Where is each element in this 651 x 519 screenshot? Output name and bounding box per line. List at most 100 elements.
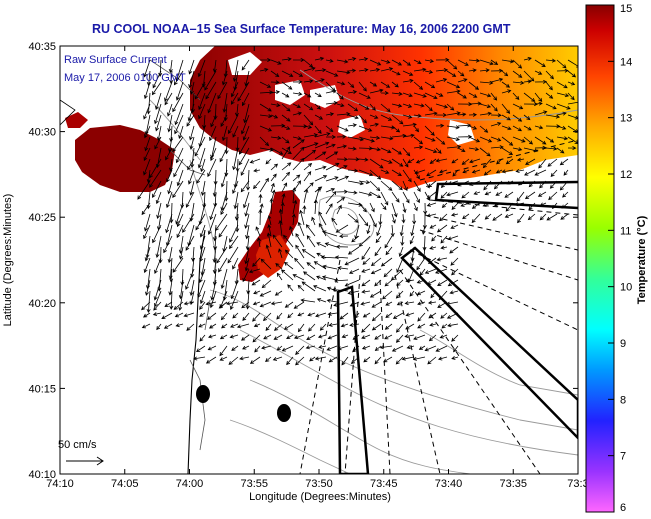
current-vector xyxy=(468,101,482,106)
current-vector xyxy=(358,169,374,177)
current-vector xyxy=(281,162,292,171)
current-vector xyxy=(337,266,349,271)
current-vector xyxy=(402,78,414,83)
current-vector xyxy=(316,242,327,248)
current-vector xyxy=(241,59,250,71)
current-vector xyxy=(457,78,468,83)
current-vector xyxy=(176,224,184,239)
current-vector xyxy=(287,312,294,319)
current-vector xyxy=(195,213,206,231)
current-vector xyxy=(482,158,492,169)
current-vector xyxy=(311,216,316,226)
current-vector xyxy=(239,136,250,155)
current-vector xyxy=(325,162,340,171)
current-vector xyxy=(349,322,360,327)
current-vector xyxy=(270,301,283,306)
current-vector xyxy=(479,59,494,66)
current-vector xyxy=(244,70,250,87)
current-vector xyxy=(331,217,338,226)
current-vector xyxy=(562,191,569,198)
current-vector xyxy=(318,344,327,349)
current-vector xyxy=(292,146,305,160)
current-vector xyxy=(468,92,478,98)
current-vector xyxy=(347,81,355,88)
current-vector xyxy=(402,133,415,138)
current-vector xyxy=(179,246,184,260)
current-vector xyxy=(501,147,513,155)
current-vector xyxy=(396,279,404,287)
current-vector xyxy=(187,158,195,171)
x-tick-label: 74:10 xyxy=(46,478,74,490)
current-vector xyxy=(325,125,334,133)
current-vector xyxy=(484,213,492,220)
current-vector xyxy=(325,176,339,182)
current-vector xyxy=(281,193,286,204)
current-vector xyxy=(301,249,316,259)
current-vector xyxy=(306,235,316,248)
current-vector xyxy=(252,334,261,343)
current-vector xyxy=(253,168,261,173)
current-vector xyxy=(347,57,357,62)
current-vector xyxy=(512,114,523,122)
current-vector xyxy=(295,233,305,248)
current-vector xyxy=(400,235,405,247)
current-vector xyxy=(560,213,569,220)
current-vector xyxy=(199,235,206,250)
current-vector xyxy=(424,125,435,136)
current-vector xyxy=(534,101,543,106)
current-vector xyxy=(490,68,504,73)
current-vector xyxy=(446,70,457,77)
current-vector xyxy=(384,334,393,340)
current-vector xyxy=(545,92,554,99)
current-vector xyxy=(380,147,392,154)
current-vector xyxy=(155,235,162,259)
current-vector xyxy=(314,356,327,361)
current-vector xyxy=(369,169,382,180)
current-vector xyxy=(232,59,239,83)
current-vector xyxy=(306,334,316,341)
current-vector xyxy=(385,246,393,256)
current-vector xyxy=(168,158,173,172)
current-vector xyxy=(495,191,503,196)
current-vector xyxy=(347,103,359,112)
current-vector xyxy=(281,57,292,62)
current-vector xyxy=(280,269,294,281)
current-vector xyxy=(349,301,360,307)
current-vector xyxy=(426,202,437,207)
current-vector xyxy=(440,245,448,250)
current-vector xyxy=(242,312,250,322)
current-vector xyxy=(545,58,557,63)
current-vector xyxy=(428,334,437,342)
current-vector xyxy=(263,312,272,322)
current-vector xyxy=(164,92,173,106)
current-vector xyxy=(173,158,184,178)
current-vector xyxy=(144,125,151,139)
current-vector xyxy=(479,136,493,143)
current-vector xyxy=(347,190,358,195)
current-vector xyxy=(424,136,436,142)
current-vector xyxy=(505,158,514,165)
current-vector xyxy=(457,59,469,66)
current-vector xyxy=(259,147,274,152)
current-vector xyxy=(220,169,228,188)
current-vector xyxy=(303,271,316,281)
current-vector xyxy=(281,81,293,90)
current-vector xyxy=(496,158,503,165)
current-vector xyxy=(551,202,558,209)
current-vector xyxy=(376,224,382,237)
current-vector xyxy=(556,81,568,89)
current-vector xyxy=(249,356,261,364)
current-vector xyxy=(471,169,481,174)
current-vector xyxy=(258,193,263,204)
current-vector xyxy=(303,92,312,98)
current-vector xyxy=(292,91,303,96)
current-vector xyxy=(188,169,195,185)
current-vector xyxy=(501,125,512,131)
current-vector xyxy=(230,279,239,300)
current-vector xyxy=(479,103,492,109)
current-vector xyxy=(391,125,401,133)
current-vector xyxy=(219,345,228,357)
current-vector xyxy=(378,213,383,226)
current-vector xyxy=(523,147,539,153)
current-vector xyxy=(347,168,359,173)
